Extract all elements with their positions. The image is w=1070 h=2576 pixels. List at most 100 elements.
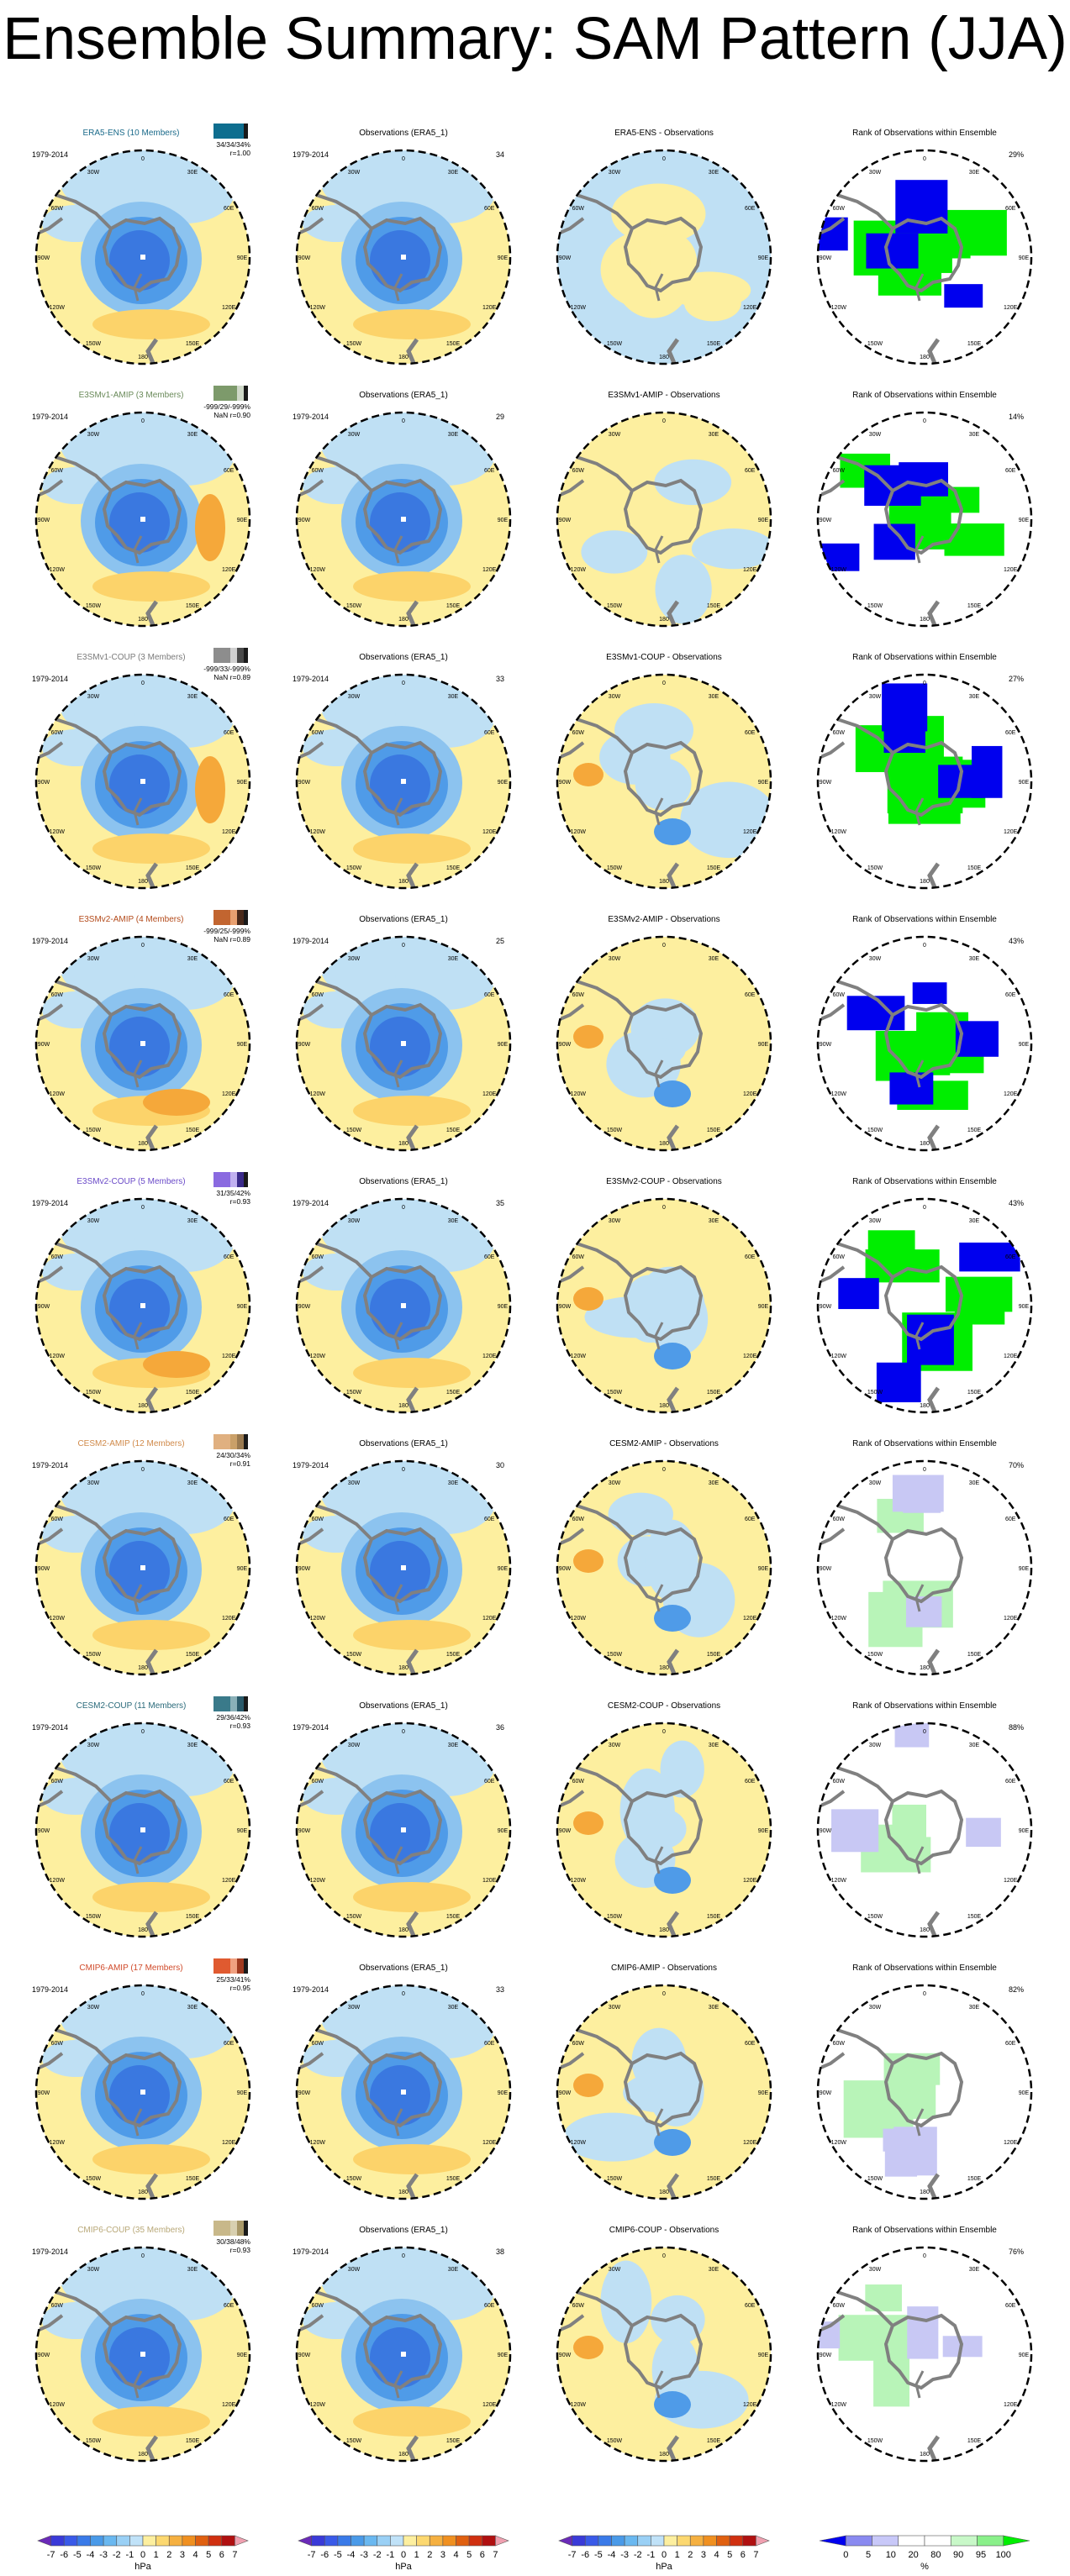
map-panel-r4-c2: 0 30E 60E 90E 120E 150E 180 150W 120W 90W 60W 30W	[556, 1197, 772, 1414]
difference-title: CMIP6-COUP - Observations	[609, 2226, 719, 2235]
rank-title: Rank of Observations within Ensemble	[852, 653, 997, 662]
difference-title: E3SMv1-COUP - Observations	[606, 653, 722, 662]
south-america-coastline	[315, 193, 373, 230]
longitude-label: 120W	[571, 2402, 587, 2408]
longitude-label: 60E	[484, 206, 495, 212]
antarctica-coastline	[102, 1527, 182, 1604]
map-panel-r6-c1: 0 30E 60E 90E 120E 150E 180 150W 120W 90W 60W 30W	[295, 1722, 512, 1938]
south-america-coastline	[55, 980, 113, 1017]
longitude-label: 60W	[572, 1779, 585, 1785]
longitude-label: 60E	[745, 2041, 756, 2047]
longitude-label: 120E	[482, 2140, 497, 2146]
map-boundary	[295, 1197, 512, 1414]
difference-title: E3SMv2-AMIP - Observations	[608, 915, 719, 924]
colorbar-tick: -5	[594, 2550, 603, 2560]
colorbar-tick: -7	[308, 2550, 316, 2560]
south-america-coastline	[557, 217, 585, 235]
rank-low-block	[818, 2321, 841, 2349]
longitude-label: 150W	[86, 1914, 102, 1920]
map-panel-r4-c3: 0 30E 60E 90E 120E 150E 180 150W 120W 90W 60W 30W	[816, 1197, 1033, 1414]
map-boundary	[556, 1197, 772, 1414]
longitude-label: 120W	[310, 2402, 326, 2408]
colorbar-tick: 2	[688, 2550, 693, 2560]
map-panel-r6-c2: 0 30E 60E 90E 120E 150E 180 150W 120W 90W 60W 30W	[556, 1722, 772, 1938]
longitude-label: 150E	[707, 1390, 721, 1396]
longitude-label: 150W	[86, 865, 102, 871]
pole-marker	[140, 255, 145, 260]
colorbar-unit: hPa	[395, 2562, 412, 2572]
map-boundary	[34, 1984, 251, 2200]
longitude-label: 30W	[87, 170, 100, 176]
longitude-label: 90E	[758, 1828, 769, 1834]
colorbar-swatch	[898, 2535, 925, 2547]
map-panel-r7-c0: 0 30E 60E 90E 120E 150E 180 150W 120W 90W 60W 30W	[34, 1984, 251, 2200]
rank-low-block	[818, 217, 848, 251]
colorbar-swatch	[442, 2535, 456, 2547]
difference-blob	[600, 2260, 652, 2343]
longitude-label: 60E	[1005, 206, 1016, 212]
sea-ice-edge	[654, 2370, 664, 2399]
colorbar-tick: 1	[675, 2550, 680, 2560]
longitude-label: 60W	[833, 992, 846, 998]
south-america-coastline	[557, 741, 585, 760]
difference-core	[573, 1811, 604, 1835]
low-pressure-core	[109, 2327, 170, 2388]
map-panel-r8-c3: 0 30E 60E 90E 120E 150E 180 150W 120W 90W 60W 30W	[816, 2246, 1033, 2463]
colorbar-swatch	[363, 2535, 378, 2547]
south-america-coastline	[557, 1527, 585, 1546]
correlation-stat: NaN r=0.89	[213, 673, 250, 681]
new-zealand-coastline	[667, 600, 680, 626]
south-america-coastline	[836, 980, 894, 1017]
sea-ice-edge	[915, 1059, 925, 1088]
longitude-label: 150W	[867, 865, 883, 871]
longitude-label: 90W	[559, 1304, 572, 1310]
longitude-label: 90E	[758, 780, 769, 786]
obs-stat: 36	[496, 1723, 504, 1732]
map-field	[297, 1723, 510, 1937]
longitude-label: 120W	[571, 1616, 587, 1622]
antarctica-coastline	[102, 1264, 182, 1342]
high-pressure-band	[353, 1882, 471, 1912]
colorbar-arrow	[819, 2535, 846, 2547]
map-boundary	[34, 411, 251, 628]
low-pressure-core	[370, 1803, 430, 1864]
longitude-label: 120W	[310, 1878, 326, 1884]
ensemble-swatch	[237, 2221, 244, 2236]
longitude-label: 30E	[709, 1218, 719, 1224]
sea-ice-edge	[654, 797, 664, 826]
ensemble-swatch	[230, 1172, 237, 1187]
longitude-label: 150E	[446, 603, 461, 609]
longitude-label: 150W	[607, 1914, 623, 1920]
longitude-label: 180	[659, 2452, 669, 2458]
sea-ice-edge	[393, 1322, 403, 1350]
low-pressure-core	[370, 1279, 430, 1339]
rank-low-block	[907, 1314, 954, 1365]
colorbar-tick: -4	[347, 2550, 356, 2560]
longitude-label: 0	[141, 1205, 145, 1211]
longitude-label: 30W	[869, 432, 882, 438]
obs-title: Observations (ERA5_1)	[359, 1177, 448, 1186]
longitude-label: 30E	[709, 694, 719, 700]
map-boundary	[295, 673, 512, 890]
south-america-coastline	[836, 2290, 894, 2327]
longitude-label: 120W	[50, 305, 66, 311]
period-label: 1979-2014	[32, 1199, 68, 1207]
map-boundary	[816, 2246, 1033, 2463]
low-pressure-core	[109, 230, 170, 291]
map-field	[297, 413, 510, 626]
pole-marker	[140, 1041, 145, 1046]
high-pressure-band	[92, 1620, 210, 1650]
south-america-coastline	[55, 1504, 113, 1541]
longitude-label: 90W	[38, 1828, 50, 1834]
longitude-label: 120E	[743, 1091, 757, 1097]
rank-percent: 82%	[1009, 1985, 1024, 1994]
colorbar-swatch	[663, 2535, 677, 2547]
longitude-label: 90E	[1019, 2353, 1030, 2358]
longitude-label: 60E	[224, 468, 235, 474]
south-america-coastline	[818, 741, 846, 760]
map-panel-r7-c3: 0 30E 60E 90E 120E 150E 180 150W 120W 90W 60W 30W	[816, 1984, 1033, 2200]
longitude-label: 30E	[709, 956, 719, 962]
longitude-label: 30E	[187, 1218, 198, 1224]
colorbar-swatch	[195, 2535, 209, 2547]
